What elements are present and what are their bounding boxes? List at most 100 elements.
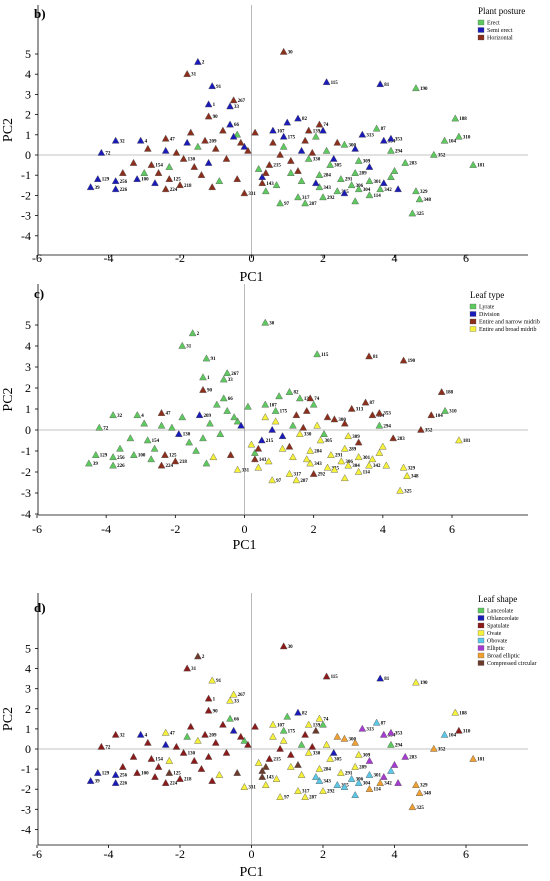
data-point bbox=[297, 770, 306, 778]
data-point bbox=[265, 754, 274, 762]
data-point bbox=[202, 459, 211, 467]
data-point bbox=[201, 730, 209, 738]
y-tick-label: 5 bbox=[25, 642, 31, 656]
data-point bbox=[219, 375, 228, 383]
point-label: 90 bbox=[207, 389, 213, 394]
data-point bbox=[368, 411, 377, 419]
y-axis-title: PC2 bbox=[1, 118, 16, 142]
point-label: 47 bbox=[170, 137, 176, 142]
legend-swatch bbox=[469, 326, 477, 332]
data-point bbox=[194, 652, 202, 660]
point-label: 72 bbox=[105, 745, 111, 750]
data-point bbox=[85, 459, 93, 467]
data-point bbox=[204, 112, 213, 120]
data-point bbox=[209, 453, 218, 461]
point-label: 301 bbox=[373, 774, 381, 779]
point-label: 226 bbox=[117, 464, 125, 469]
point-label: 289 bbox=[349, 447, 357, 452]
data-point bbox=[301, 730, 309, 738]
point-label: 313 bbox=[366, 727, 374, 732]
point-label: 130 bbox=[188, 158, 196, 163]
data-point bbox=[429, 150, 438, 158]
data-point bbox=[347, 404, 356, 412]
point-label: 115 bbox=[331, 81, 339, 86]
y-axis-title: PC2 bbox=[1, 707, 16, 731]
point-label: 300 bbox=[348, 737, 356, 742]
data-point bbox=[111, 770, 120, 778]
data-point bbox=[261, 187, 270, 195]
x-axis-title: PC1 bbox=[232, 538, 256, 553]
data-point bbox=[358, 130, 367, 138]
point-label: 329 bbox=[408, 466, 416, 471]
x-tick-label: 6 bbox=[463, 251, 469, 265]
point-label: 129 bbox=[102, 178, 110, 183]
data-point bbox=[333, 732, 342, 740]
x-tick-label: 0 bbox=[249, 847, 255, 861]
data-point bbox=[161, 778, 170, 786]
point-label: 354 bbox=[388, 733, 396, 738]
point-label: 2 bbox=[202, 61, 205, 66]
data-point bbox=[133, 175, 141, 182]
data-point bbox=[399, 463, 408, 471]
point-label: 267 bbox=[238, 693, 246, 698]
data-point bbox=[294, 708, 302, 716]
point-label: 87 bbox=[370, 401, 376, 406]
data-point bbox=[286, 168, 295, 176]
data-point bbox=[283, 118, 292, 126]
data-point bbox=[111, 136, 120, 144]
data-point bbox=[294, 114, 302, 122]
point-label: 215 bbox=[273, 164, 281, 169]
data-point bbox=[109, 461, 117, 469]
data-point bbox=[269, 138, 277, 146]
point-label: 310 bbox=[463, 135, 471, 140]
point-label: 181 bbox=[477, 758, 485, 763]
data-point bbox=[265, 160, 274, 168]
data-point bbox=[340, 444, 349, 452]
data-point bbox=[351, 168, 360, 176]
point-label: 91 bbox=[216, 679, 222, 684]
data-point bbox=[244, 402, 252, 410]
y-tick-label: -1 bbox=[21, 168, 31, 182]
point-label: 352 bbox=[438, 748, 446, 753]
point-label: 331 bbox=[242, 468, 250, 473]
y-tick-label: -2 bbox=[21, 782, 31, 796]
data-point bbox=[271, 417, 280, 425]
data-point bbox=[172, 742, 181, 750]
point-label: 82 bbox=[302, 117, 308, 122]
legend-label: Spatulate bbox=[487, 624, 510, 630]
data-point bbox=[379, 179, 388, 187]
point-label: 256 bbox=[117, 456, 125, 461]
data-point bbox=[389, 434, 398, 442]
data-point bbox=[375, 448, 384, 456]
point-label: 330 bbox=[313, 752, 321, 757]
data-point bbox=[233, 130, 242, 138]
data-point bbox=[165, 162, 174, 170]
y-tick-label: -4 bbox=[21, 822, 31, 836]
data-point bbox=[151, 179, 159, 187]
data-point bbox=[429, 744, 438, 752]
point-label: 97 bbox=[284, 202, 290, 207]
data-point bbox=[403, 472, 411, 479]
point-label: 129 bbox=[100, 454, 108, 459]
data-point bbox=[375, 421, 384, 429]
data-point bbox=[340, 419, 349, 427]
point-label: 87 bbox=[381, 721, 387, 726]
data-point bbox=[427, 411, 436, 419]
data-point bbox=[451, 114, 460, 122]
data-point bbox=[183, 70, 191, 77]
data-point bbox=[301, 136, 309, 144]
data-point bbox=[278, 444, 287, 452]
legend-label: Horizontal bbox=[487, 36, 513, 42]
point-label: 1 bbox=[213, 697, 216, 702]
data-point bbox=[306, 459, 315, 467]
data-point bbox=[204, 100, 213, 108]
data-point bbox=[365, 785, 374, 792]
y-tick-label: -2 bbox=[21, 465, 31, 479]
data-point bbox=[240, 142, 249, 150]
data-point bbox=[294, 166, 302, 174]
point-label: 114 bbox=[373, 194, 381, 199]
data-point bbox=[208, 776, 217, 784]
data-point bbox=[396, 486, 404, 494]
y-tick-label: -4 bbox=[21, 507, 31, 521]
point-label: 309 bbox=[363, 754, 371, 759]
